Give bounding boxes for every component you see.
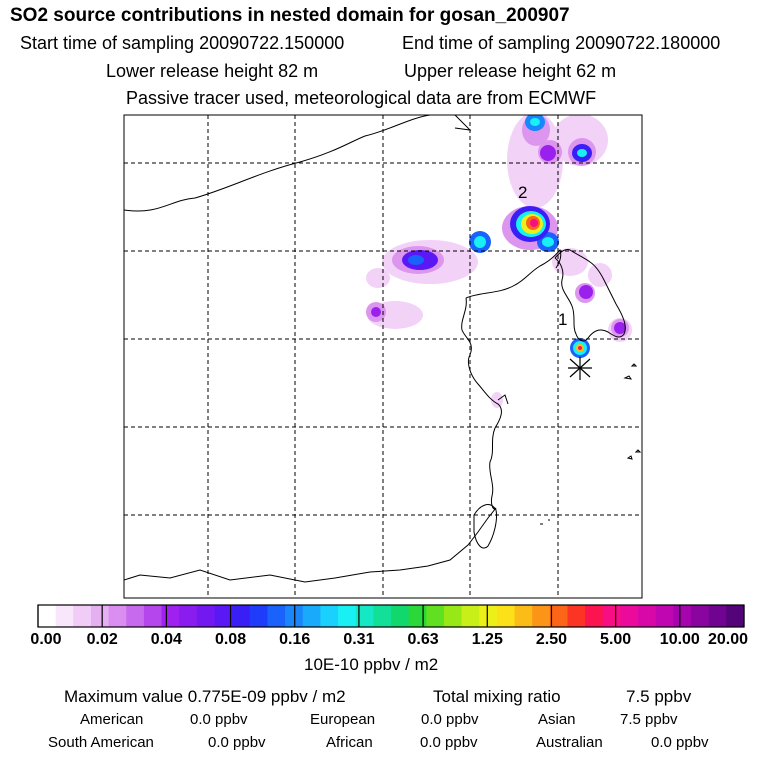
legend-swatch <box>532 605 551 627</box>
legend-tick-label: 0.16 <box>279 631 311 648</box>
plume-core-1 <box>402 115 592 270</box>
legend-swatch <box>90 605 110 627</box>
legend-units: 10E-10 ppbv / m2 <box>304 655 439 674</box>
legend-swatch <box>479 605 498 627</box>
lower-release-height: Lower release height 82 m <box>106 61 319 81</box>
legend-tick-label: 0.04 <box>150 631 182 648</box>
legend-tick-label: 2.50 <box>535 631 568 648</box>
map-title: SO2 source contributions in nested domai… <box>10 5 570 26</box>
legend-tick-label: 10.00 <box>659 631 700 648</box>
total-mixing-value: 7.5 ppbv <box>626 687 692 706</box>
legend-swatch <box>496 605 516 627</box>
legend-swatch <box>161 605 180 627</box>
american-label: American <box>80 711 144 728</box>
start-time: Start time of sampling 20090722.150000 <box>20 33 345 53</box>
european-label: European <box>310 711 376 728</box>
legend-swatch <box>179 605 198 627</box>
upper-release-height: Upper release height 62 m <box>404 61 617 81</box>
legend-swatch <box>514 605 533 627</box>
legend-tick-label: 0.63 <box>407 631 439 648</box>
plume-core-2 <box>510 206 550 242</box>
south-american-value: 0.0 ppbv <box>208 734 266 751</box>
legend-swatch <box>373 605 392 627</box>
maximum-value: Maximum value 0.775E-09 ppbv / m2 <box>64 687 346 706</box>
legend-swatch <box>691 605 710 627</box>
total-mixing-label: Total mixing ratio <box>433 687 561 706</box>
legend-tick-label: 0.00 <box>30 631 62 648</box>
legend-swatch <box>602 605 621 627</box>
legend-swatch <box>320 605 339 627</box>
legend-swatch <box>55 605 74 627</box>
legend-swatch <box>585 605 604 627</box>
legend-swatch <box>108 605 127 627</box>
south-american-label: South American <box>48 734 154 751</box>
legend-swatch <box>726 605 745 627</box>
legend-tick-label: 5.00 <box>600 631 632 648</box>
legend-swatch <box>549 605 568 627</box>
legend-swatch <box>443 605 463 627</box>
legend-swatch <box>461 605 480 627</box>
legend-swatch <box>38 605 57 627</box>
source-label-1: 1 <box>558 310 567 329</box>
legend-tick-label: 0.02 <box>86 631 118 648</box>
coastlines <box>124 115 642 583</box>
legend-swatch <box>708 605 727 627</box>
legend-swatch <box>408 605 427 627</box>
legend-swatch <box>355 605 374 627</box>
legend-swatch <box>655 605 674 627</box>
plume-dense <box>371 145 626 334</box>
source-label-2: 2 <box>518 183 527 202</box>
legend-swatch <box>73 605 92 627</box>
legend-swatch <box>638 605 657 627</box>
legend-swatch <box>338 605 357 627</box>
asian-label: Asian <box>538 711 576 728</box>
legend-swatch <box>426 605 445 627</box>
legend-swatch <box>391 605 410 627</box>
receptor-star-icon <box>568 357 592 380</box>
legend-tick-label: 1.25 <box>471 631 503 648</box>
legend-swatch <box>232 605 251 627</box>
legend-swatch <box>143 605 163 627</box>
map-frame <box>123 114 643 599</box>
asian-value: 7.5 ppbv <box>620 711 678 728</box>
legend-tick-label: 20.00 <box>707 631 749 648</box>
legend-swatch <box>302 605 321 627</box>
legend-swatch <box>620 605 639 627</box>
european-value: 0.0 ppbv <box>421 711 479 728</box>
american-value: 0.0 ppbv <box>190 711 248 728</box>
end-time: End time of sampling 20090722.180000 <box>402 33 721 53</box>
grid-lines <box>124 115 642 598</box>
australian-label: Australian <box>536 734 603 751</box>
legend-swatch <box>267 605 286 627</box>
legend-frame <box>37 604 745 628</box>
legend-tick-label: 0.08 <box>214 631 247 648</box>
plume-layer <box>124 115 642 598</box>
african-label: African <box>326 734 373 751</box>
legend-colorbar <box>37 605 745 627</box>
legend-swatch <box>196 605 215 627</box>
legend-swatch <box>249 605 268 627</box>
australian-value: 0.0 ppbv <box>651 734 709 751</box>
tracer-info: Passive tracer used, meteorological data… <box>126 88 597 108</box>
legend-swatch <box>567 605 586 627</box>
african-value: 0.0 ppbv <box>420 734 478 751</box>
legend-tick-label: 0.31 <box>343 631 375 648</box>
legend-swatch <box>673 605 692 627</box>
legend-swatch <box>126 605 145 627</box>
plume-core-gosan <box>570 338 590 358</box>
legend-swatch <box>214 605 233 627</box>
